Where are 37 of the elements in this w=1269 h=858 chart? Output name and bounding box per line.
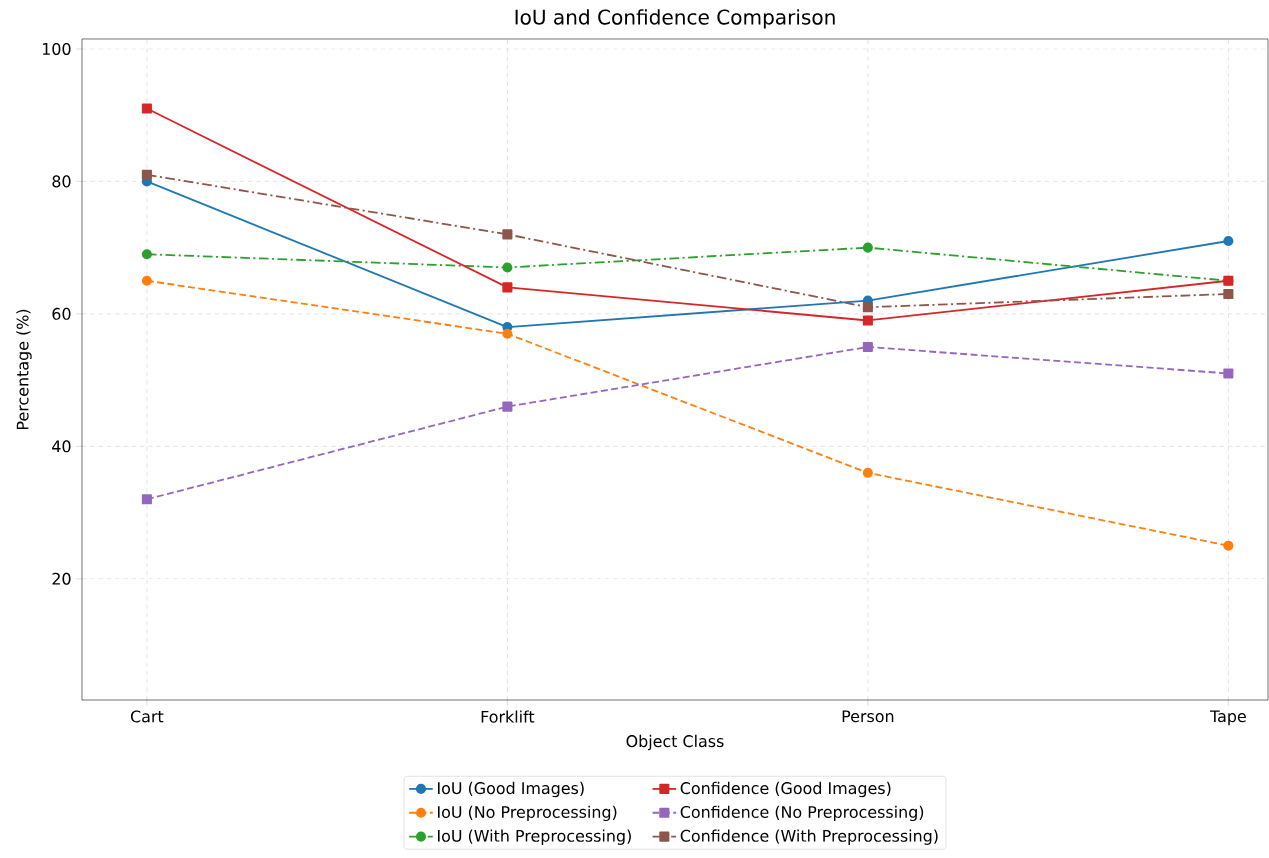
point <box>862 315 873 326</box>
point <box>141 249 152 260</box>
y-tick-label: 40 <box>52 440 71 453</box>
point <box>502 262 513 273</box>
y-axis-title: Percentage (%) <box>16 309 32 429</box>
point <box>862 341 873 353</box>
point <box>141 494 152 505</box>
point <box>1223 368 1234 379</box>
x-tick-label: Cart <box>130 710 164 723</box>
point <box>502 229 513 240</box>
y-tick-label: 60 <box>52 307 71 320</box>
point <box>502 328 513 339</box>
y-tick-label: 80 <box>52 175 71 188</box>
point <box>1223 540 1234 551</box>
chart-title: IoU and Confidence Comparison <box>515 9 835 29</box>
point <box>1223 288 1234 300</box>
x-tick-label: Person <box>842 710 894 723</box>
point <box>1223 235 1234 247</box>
point <box>141 103 152 114</box>
point <box>502 282 513 293</box>
y-tick-label: 20 <box>52 572 71 585</box>
legend-label: IoU (With Preprocessing) <box>438 829 631 845</box>
legend-label: Confidence (With Preprocessing) <box>680 829 938 845</box>
legend-label: Confidence (Good Images) <box>680 781 891 798</box>
x-tick-label: Tape <box>1209 710 1246 726</box>
x-axis-title: Object Class <box>626 734 724 751</box>
legend-label: IoU (No Preprocessing) <box>438 805 617 822</box>
legend-label: Confidence (No Preprocessing) <box>680 805 924 822</box>
point <box>141 169 152 180</box>
point <box>862 242 873 253</box>
point <box>141 275 152 286</box>
point <box>862 467 873 478</box>
legend-label: IoU (Good Images) <box>438 781 584 798</box>
x-tick-label: Forklift <box>481 710 535 723</box>
point <box>862 302 873 313</box>
y-tick-label: 100 <box>42 42 71 55</box>
point <box>502 401 513 412</box>
